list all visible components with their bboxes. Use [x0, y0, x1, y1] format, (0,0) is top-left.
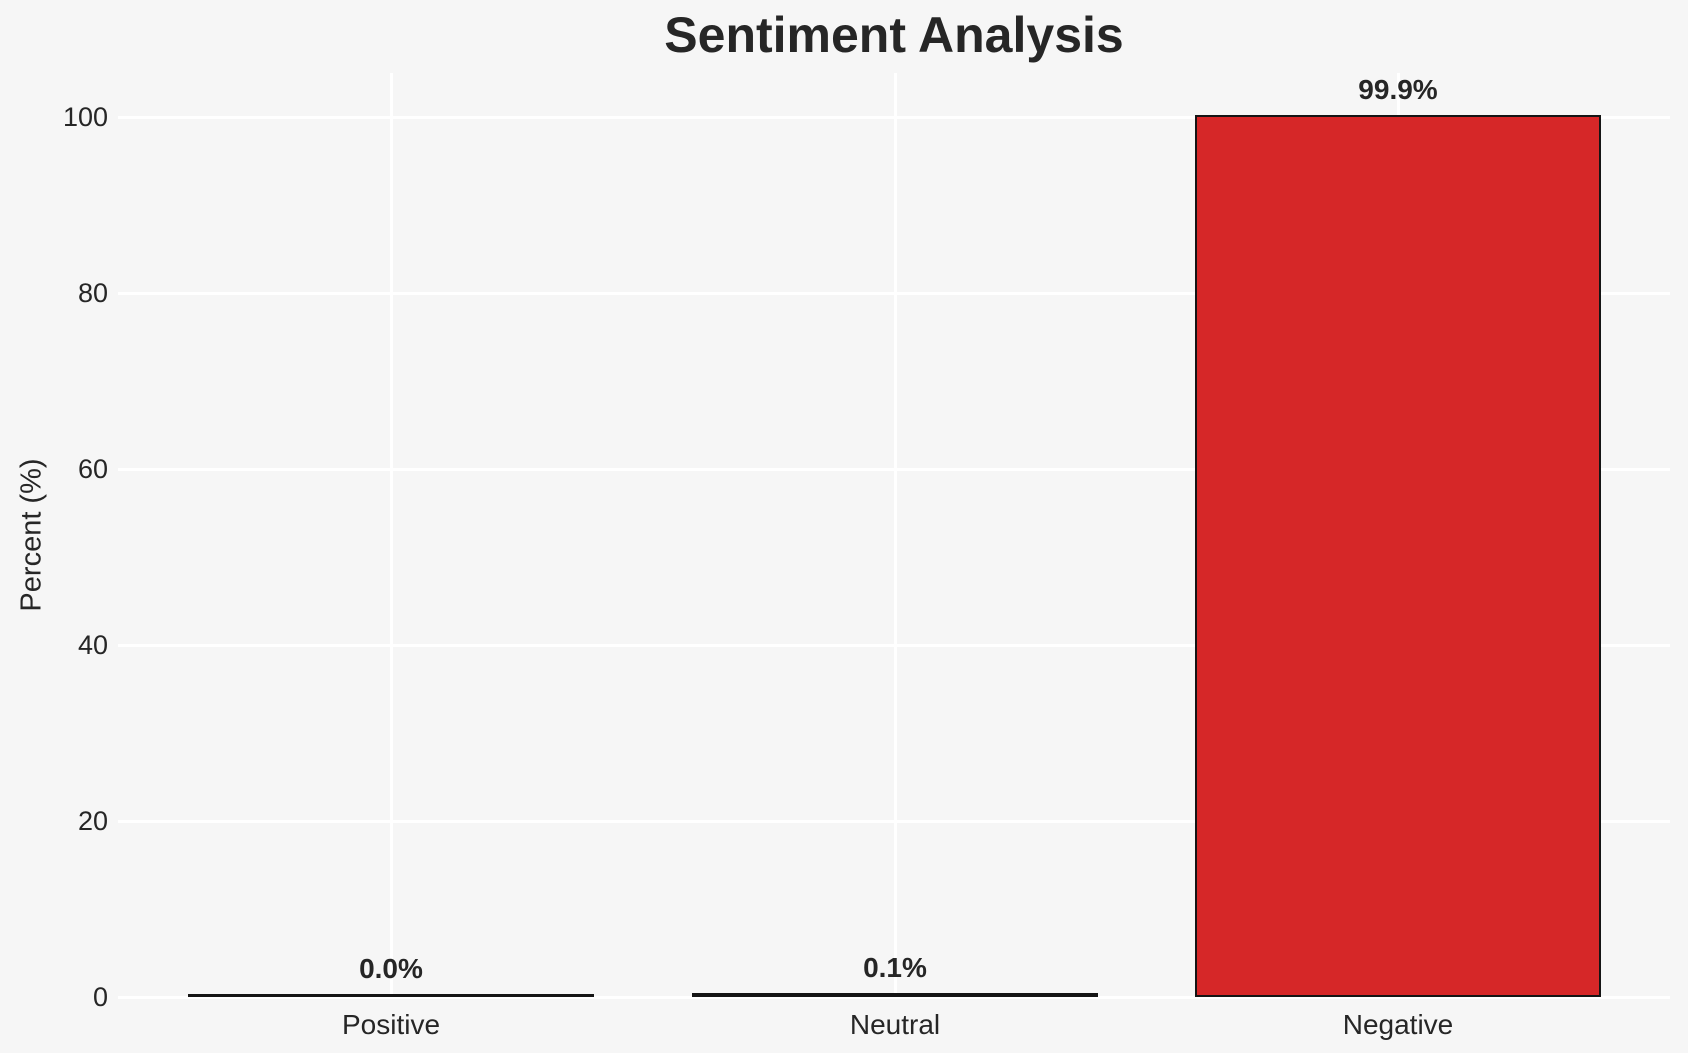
x-tick-label: Negative [1342, 1009, 1454, 1040]
y-tick-label: 40 [77, 630, 108, 660]
y-tick-label: 20 [77, 806, 108, 836]
bar-positive [188, 994, 594, 997]
chart-title: Sentiment Analysis [664, 7, 1124, 63]
y-tick-label: 60 [77, 454, 108, 484]
bar-value-label: 0.1% [863, 952, 927, 983]
y-tick-label: 100 [62, 102, 108, 132]
y-tick-label: 80 [77, 278, 108, 308]
x-gridline [893, 73, 897, 997]
bar-neutral [692, 993, 1098, 997]
bar-negative [1195, 115, 1601, 997]
y-tick-label: 0 [92, 982, 108, 1012]
bar-value-label: 99.9% [1358, 74, 1438, 105]
x-tick-label: Positive [341, 1009, 441, 1040]
x-gridline [389, 73, 393, 997]
bar-value-label: 0.0% [359, 953, 423, 984]
y-gridline [118, 995, 1670, 999]
x-tick-label: Neutral [849, 1009, 941, 1040]
